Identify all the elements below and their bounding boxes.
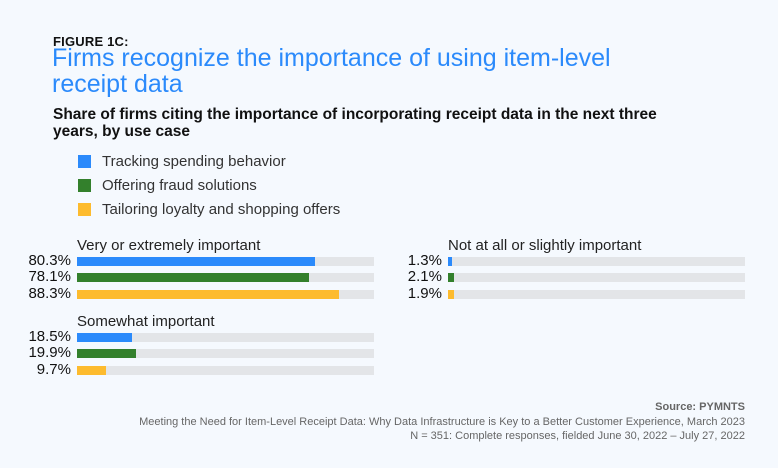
bar-loyalty xyxy=(77,366,106,375)
bar-fraud xyxy=(77,349,136,358)
data-label: 19.9% xyxy=(28,344,71,361)
bar-track xyxy=(77,333,374,342)
figure-label: FIGURE 1C: xyxy=(53,34,129,49)
legend-label: Offering fraud solutions xyxy=(102,176,257,194)
bar-row-tracking: 1.3% xyxy=(408,252,745,269)
bar-tracking xyxy=(448,257,452,266)
bar-row-loyalty: 88.3% xyxy=(28,285,374,302)
legend-swatch-tracking xyxy=(78,154,91,168)
group-title: Not at all or slightly important xyxy=(448,237,642,254)
chart-subtitle: Share of firms citing the importance of … xyxy=(53,106,657,140)
bar-row-fraud: 78.1% xyxy=(28,268,374,285)
bar-row-loyalty: 9.7% xyxy=(37,361,374,378)
data-label: 88.3% xyxy=(28,285,71,302)
bar-track xyxy=(77,349,374,358)
group-title: Somewhat important xyxy=(77,313,215,330)
legend-swatch-loyalty xyxy=(78,202,91,216)
data-label: 9.7% xyxy=(36,361,71,378)
bar-fraud xyxy=(448,273,454,282)
bar-row-tracking: 18.5% xyxy=(28,328,374,345)
bar-track xyxy=(448,273,745,282)
bar-row-loyalty: 1.9% xyxy=(408,285,745,302)
legend-item-loyalty: Tailoring loyalty and shopping offers xyxy=(78,197,340,221)
bar-fraud xyxy=(77,273,309,282)
legend: Tracking spending behavior Offering frau… xyxy=(78,149,340,221)
bar-loyalty xyxy=(77,290,339,299)
data-label: 18.5% xyxy=(28,328,71,345)
bar-track xyxy=(448,290,745,299)
bar-row-fraud: 2.1% xyxy=(408,268,745,285)
legend-item-tracking: Tracking spending behavior xyxy=(78,149,340,173)
group-title: Very or extremely important xyxy=(77,237,261,254)
chart-title: Firms recognize the importance of using … xyxy=(52,44,611,98)
sample-note: N = 351: Complete responses, fielded Jun… xyxy=(410,430,745,442)
data-label: 78.1% xyxy=(28,268,71,285)
legend-item-fraud: Offering fraud solutions xyxy=(78,173,340,197)
bar-row-tracking: 80.3% xyxy=(28,252,374,269)
data-label: 80.3% xyxy=(28,252,71,269)
bar-tracking xyxy=(77,333,132,342)
report-citation: Meeting the Need for Item-Level Receipt … xyxy=(139,416,745,428)
bar-track xyxy=(448,257,745,266)
bar-loyalty xyxy=(448,290,454,299)
source-label: Source: PYMNTS xyxy=(655,401,745,413)
bar-row-fraud: 19.9% xyxy=(28,344,374,361)
bar-track xyxy=(77,366,374,375)
data-label: 2.1% xyxy=(407,268,442,285)
data-label: 1.9% xyxy=(407,285,442,302)
bar-tracking xyxy=(77,257,315,266)
legend-label: Tailoring loyalty and shopping offers xyxy=(102,200,341,218)
legend-label: Tracking spending behavior xyxy=(102,152,286,170)
legend-swatch-fraud xyxy=(78,178,91,192)
data-label: 1.3% xyxy=(407,252,442,269)
